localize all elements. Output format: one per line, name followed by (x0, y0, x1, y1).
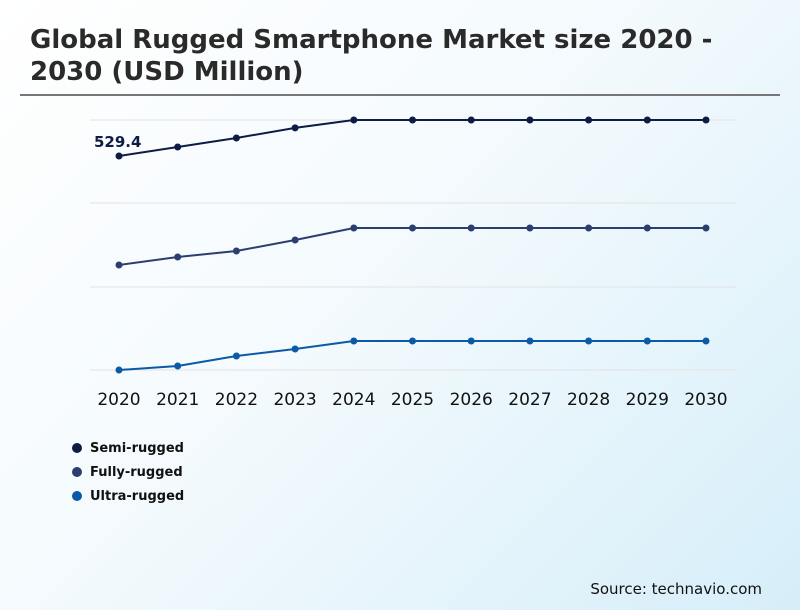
series-line-ultra-rugged (118, 340, 706, 371)
data-point (350, 116, 358, 124)
data-point (643, 224, 651, 232)
x-tick-label: 2021 (156, 390, 199, 410)
data-point (174, 362, 182, 370)
data-point (350, 337, 358, 345)
data-point (115, 366, 123, 374)
data-point (291, 236, 299, 244)
data-point (643, 337, 651, 345)
data-point (702, 116, 710, 124)
x-tick-label: 2030 (684, 390, 727, 410)
x-tick-label: 2025 (391, 390, 434, 410)
data-point (702, 337, 710, 345)
legend-marker-icon (72, 491, 82, 501)
data-point (291, 124, 299, 132)
data-point (232, 352, 240, 360)
data-point (174, 143, 182, 151)
x-tick-label: 2024 (332, 390, 375, 410)
data-point (526, 116, 534, 124)
data-point (115, 261, 123, 269)
x-tick-label: 2026 (450, 390, 493, 410)
x-tick-label: 2027 (508, 390, 551, 410)
data-point (350, 224, 358, 232)
chart-title: Global Rugged Smartphone Market size 202… (30, 25, 713, 87)
legend-label: Fully-rugged (90, 464, 183, 480)
legend: Semi-rugged Fully-rugged Ultra-rugged (72, 436, 184, 508)
legend-item: Semi-rugged (72, 436, 184, 460)
data-point (467, 224, 475, 232)
data-point (467, 337, 475, 345)
legend-item: Fully-rugged (72, 460, 184, 484)
data-point (409, 116, 416, 124)
data-point (526, 224, 534, 232)
data-point (291, 345, 299, 353)
data-point (174, 253, 182, 261)
data-label: 529.4 (94, 133, 141, 151)
source-note: Source: technavio.com (590, 580, 762, 598)
x-tick-label: 2028 (567, 390, 610, 410)
legend-label: Ultra-rugged (90, 488, 185, 504)
legend-item: Ultra-rugged (72, 484, 184, 508)
data-point (702, 224, 710, 232)
x-tick-label: 2023 (273, 390, 316, 410)
legend-label: Semi-rugged (90, 440, 184, 456)
legend-marker-icon (72, 443, 82, 453)
data-point (467, 116, 475, 124)
x-tick-label: 2020 (97, 390, 140, 410)
data-point (643, 116, 651, 124)
series-line-semi-rugged (118, 119, 706, 158)
data-point (232, 247, 240, 255)
data-point (232, 134, 240, 142)
x-tick-label: 2022 (215, 390, 258, 410)
x-tick-label: 2029 (626, 390, 669, 410)
data-point (409, 337, 416, 345)
data-point (585, 224, 593, 232)
data-point (115, 152, 123, 160)
data-point (585, 116, 593, 124)
legend-marker-icon (72, 467, 82, 477)
title-divider (20, 94, 780, 96)
data-point (409, 224, 416, 232)
series-line-fully-rugged (118, 227, 706, 266)
data-point (526, 337, 534, 345)
data-point (585, 337, 593, 345)
